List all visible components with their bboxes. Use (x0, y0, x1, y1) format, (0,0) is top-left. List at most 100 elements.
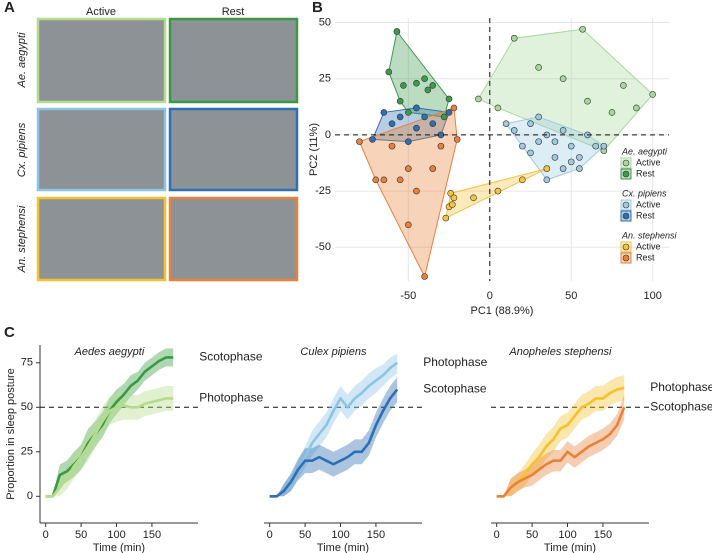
point (450, 194, 458, 202)
legend-title: Ae. aegypti (621, 146, 668, 156)
point (584, 97, 591, 105)
x-tick-label: -50 (400, 290, 416, 302)
legend-marker (622, 254, 630, 262)
x-tick-label: 0 (494, 529, 500, 541)
point (567, 142, 575, 150)
x-axis-label: Time (min) (317, 542, 369, 553)
point (388, 142, 396, 150)
point (372, 176, 380, 184)
point (633, 104, 640, 112)
legend-marker (622, 159, 630, 167)
point (429, 82, 437, 89)
x-tick-label: 150 (143, 529, 161, 541)
x-tick-label: 50 (526, 529, 538, 541)
x-axis-label: PC1 (88.9%) (471, 305, 534, 317)
legend-title: An. stephensi (621, 230, 678, 240)
y-tick-label: 25 (21, 446, 33, 458)
point (535, 113, 542, 121)
x-tick-label: 100 (107, 529, 125, 541)
ribbon (45, 385, 174, 497)
point (380, 109, 388, 116)
point (405, 138, 412, 145)
x-axis-label: Time (min) (93, 542, 145, 553)
point (592, 142, 599, 150)
point (551, 138, 559, 145)
series-label: Scotophase (423, 382, 487, 396)
point (413, 124, 420, 132)
panel-label: A (4, 0, 15, 16)
row-label: Ae. aegypti (16, 32, 28, 89)
point (620, 82, 627, 89)
point (449, 201, 456, 208)
point (442, 214, 450, 222)
point (393, 28, 401, 35)
x-tick-label: 50 (299, 529, 311, 541)
y-tick-label: 75 (21, 357, 33, 369)
point (579, 25, 586, 33)
series-label: Scotophase (199, 350, 263, 364)
point (576, 165, 583, 172)
x-tick-label: 150 (367, 529, 385, 541)
point (421, 113, 428, 121)
point (519, 176, 526, 184)
point (519, 142, 526, 150)
photo (168, 196, 299, 282)
point (450, 104, 458, 112)
point (445, 109, 453, 116)
point (527, 149, 534, 157)
point (494, 187, 502, 195)
y-tick-label: -25 (315, 185, 331, 197)
point (475, 95, 482, 103)
series-label: Photophase (650, 380, 712, 394)
x-axis-label: Time (min) (544, 542, 596, 553)
point (551, 154, 559, 161)
legend-label: Active (636, 199, 661, 209)
photo (168, 17, 299, 104)
point (429, 120, 437, 127)
x-tick-label: 0 (43, 529, 49, 541)
y-tick-label: 50 (319, 16, 331, 28)
x-tick-label: 100 (331, 529, 349, 541)
row-label: An. stephensi (16, 205, 28, 273)
photo (168, 107, 299, 192)
hull (388, 30, 450, 118)
point (405, 109, 412, 116)
legend-label: Rest (636, 168, 655, 178)
point (567, 158, 575, 166)
point (396, 176, 404, 184)
point (510, 34, 518, 42)
legend-label: Rest (636, 252, 655, 262)
chart-title: Anopheles stephensi (508, 346, 612, 358)
hull (358, 107, 458, 278)
ribbon (496, 375, 625, 497)
legend-title: Cx. pipiens (622, 188, 667, 198)
series-label: Photophase (199, 391, 263, 405)
point (543, 176, 551, 184)
point (413, 104, 420, 112)
line (45, 397, 174, 498)
x-tick-label: 0 (487, 290, 493, 302)
y-axis-label: Proportion in sleep posture (5, 368, 17, 499)
point (388, 120, 396, 127)
y-tick-label: 50 (21, 401, 33, 413)
series-label: Photophase (423, 355, 487, 369)
x-tick-label: 50 (75, 529, 87, 541)
line (269, 388, 399, 498)
photo-grid: Active Rest Ae. aegypti Cx. pipiens An. … (16, 6, 299, 282)
point (608, 109, 616, 116)
series-label: Scotophase (650, 399, 712, 413)
point (494, 104, 502, 112)
panel-label: C (4, 324, 15, 341)
photo (36, 107, 167, 192)
legend-marker (622, 243, 630, 251)
point (369, 136, 376, 143)
point (527, 120, 534, 127)
point (356, 138, 363, 145)
legend-label: Rest (636, 210, 655, 220)
column-label: Rest (222, 6, 245, 18)
x-tick-label: 100 (644, 290, 662, 302)
point (502, 120, 510, 127)
photo (36, 17, 167, 104)
point (396, 97, 404, 105)
